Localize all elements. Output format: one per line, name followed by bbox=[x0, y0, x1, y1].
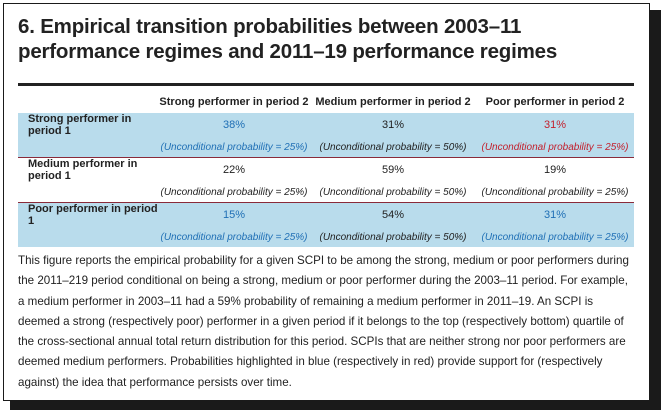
table-row: Strong performer in period 1 38% 31% 31% bbox=[18, 113, 634, 137]
column-header: Strong performer in period 2 bbox=[159, 96, 309, 108]
probability-cell: 38% bbox=[158, 113, 310, 137]
unconditional-cell: (Unconditional probability = 25%) bbox=[476, 137, 634, 158]
probability-cell: 22% bbox=[158, 157, 310, 182]
row-header: Medium performer in period 1 bbox=[18, 157, 158, 182]
table-row: Medium performer in period 1 22% 59% 19% bbox=[18, 157, 634, 182]
probability-cell: 15% bbox=[158, 202, 310, 227]
column-header: Medium performer in period 2 bbox=[315, 96, 471, 108]
table-row: (Unconditional probability = 25%) (Uncon… bbox=[18, 137, 634, 158]
header-row: Strong performer in period 2 Medium perf… bbox=[18, 91, 634, 113]
figure-panel: 6. Empirical transition probabilities be… bbox=[3, 3, 650, 401]
empty-cell bbox=[18, 137, 158, 158]
probability-cell: 31% bbox=[476, 202, 634, 227]
empty-cell bbox=[18, 182, 158, 203]
transition-table: Strong performer in period 2 Medium perf… bbox=[18, 91, 634, 247]
unconditional-cell: (Unconditional probability = 50%) bbox=[310, 182, 476, 203]
row-header: Strong performer in period 1 bbox=[18, 113, 158, 137]
corner-cell bbox=[18, 91, 158, 113]
unconditional-cell: (Unconditional probability = 50%) bbox=[310, 227, 476, 247]
table-row: (Unconditional probability = 25%) (Uncon… bbox=[18, 227, 634, 247]
probability-cell: 31% bbox=[310, 113, 476, 137]
empty-cell bbox=[18, 227, 158, 247]
figure-caption: This figure reports the empirical probab… bbox=[18, 254, 629, 389]
table-row: (Unconditional probability = 25%) (Uncon… bbox=[18, 182, 634, 203]
probability-cell: 31% bbox=[476, 113, 634, 137]
figure-title: 6. Empirical transition probabilities be… bbox=[18, 15, 558, 63]
row-header: Poor performer in period 1 bbox=[18, 202, 158, 227]
probability-cell: 19% bbox=[476, 157, 634, 182]
unconditional-cell: (Unconditional probability = 25%) bbox=[158, 137, 310, 158]
column-header: Poor performer in period 2 bbox=[485, 96, 625, 108]
probability-cell: 59% bbox=[310, 157, 476, 182]
title-rule bbox=[18, 83, 634, 86]
unconditional-cell: (Unconditional probability = 25%) bbox=[476, 182, 634, 203]
unconditional-cell: (Unconditional probability = 50%) bbox=[310, 137, 476, 158]
probability-cell: 54% bbox=[310, 202, 476, 227]
unconditional-cell: (Unconditional probability = 25%) bbox=[158, 227, 310, 247]
table-row: Poor performer in period 1 15% 54% 31% bbox=[18, 202, 634, 227]
unconditional-cell: (Unconditional probability = 25%) bbox=[476, 227, 634, 247]
unconditional-cell: (Unconditional probability = 25%) bbox=[158, 182, 310, 203]
